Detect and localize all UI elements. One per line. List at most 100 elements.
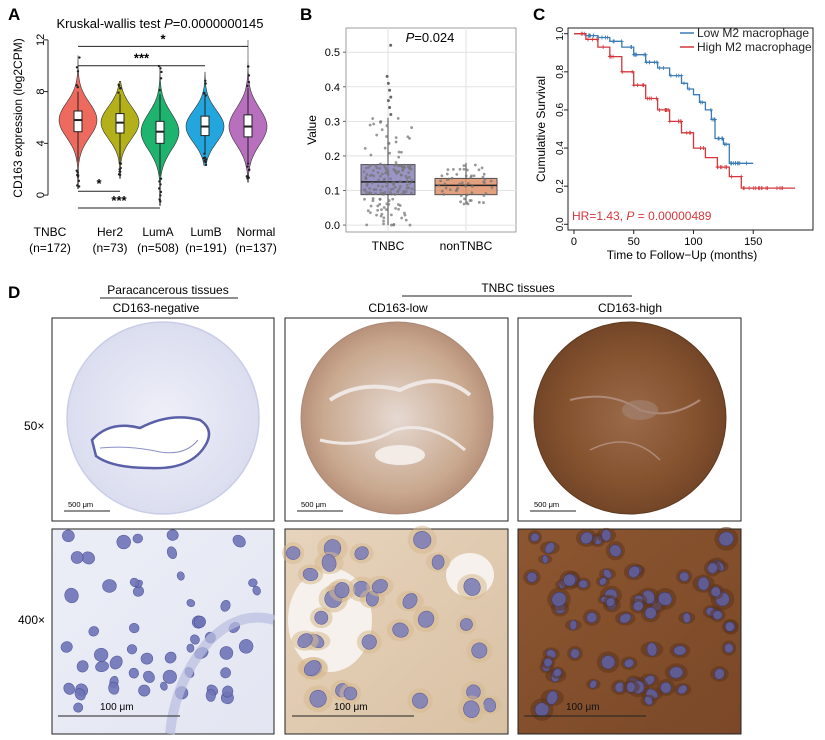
box-point <box>454 189 458 193</box>
box-point <box>372 174 376 178</box>
panel-c-xlabel: Time to Follow−Up (months) <box>607 248 758 262</box>
box-point <box>472 174 476 178</box>
panel-c-ytick-label: 0.0 <box>555 217 566 231</box>
panel-a-xlabels: TNBC (n=172) Her2 (n=73) LumA (n=508) LumB (n=1… <box>29 225 277 255</box>
box-point <box>386 169 390 173</box>
box-point <box>440 189 444 193</box>
micrograph-low-50x: 500 μm <box>284 317 509 522</box>
box-point <box>400 192 404 196</box>
box-point <box>370 173 374 177</box>
box-point <box>458 182 461 186</box>
box-point <box>410 179 414 182</box>
box-point <box>376 171 380 175</box>
col-label-high: CD163-high <box>598 301 662 315</box>
panel-b-p-value: =0.024 <box>414 30 454 45</box>
panel-b-label: B <box>300 5 312 24</box>
violin-outlier <box>77 179 81 183</box>
box-point <box>381 185 384 188</box>
box-point <box>379 188 383 192</box>
box-point <box>443 182 447 186</box>
panel-c-hr-p: P <box>626 209 634 223</box>
censor-mark <box>654 60 659 65</box>
panel-c-hr-label: HR=1.43, <box>572 209 626 223</box>
box-outlier <box>386 99 390 103</box>
box-point <box>378 202 382 206</box>
censor-mark <box>647 96 652 101</box>
panel-c-hr-p-value: = 0.00000489 <box>634 209 711 223</box>
violin-outlier <box>203 91 206 95</box>
box-point <box>399 150 403 154</box>
violin-outlier <box>78 56 81 59</box>
significance-mark: * <box>96 176 102 191</box>
box-point <box>465 168 469 172</box>
box-point <box>466 182 470 185</box>
box-point <box>365 184 369 187</box>
panel-d: D Paracancerous tissues TNBC tissues CD1… <box>8 281 742 735</box>
panel-a-xtick-name: Normal <box>237 225 276 239</box>
censor-mark <box>742 186 747 191</box>
censor-mark <box>631 83 636 88</box>
box-point <box>483 177 487 181</box>
box-point <box>385 181 389 185</box>
violin-outlier <box>117 91 120 94</box>
box-point <box>374 188 378 191</box>
box-point <box>396 164 400 168</box>
violin-outlier <box>118 173 122 177</box>
box-point <box>451 168 455 171</box>
box-point <box>445 178 449 182</box>
box-point <box>462 167 466 171</box>
panel-a-ylabel: CD163 expression (log2CPM) <box>11 38 25 197</box>
scale-label-high-50x: 500 μm <box>534 500 559 509</box>
violin-outlier <box>204 163 208 167</box>
scale-label-high-400x: 100 μm <box>566 702 600 713</box>
violin-outlier <box>246 84 249 88</box>
panel-c-lines <box>574 31 796 191</box>
panel-c-ylabel: Cumulative Survival <box>534 76 548 182</box>
box-point <box>403 213 407 217</box>
censor-mark <box>609 54 614 59</box>
box-point <box>440 174 444 178</box>
censor-mark <box>647 60 652 65</box>
panel-c-ytick-label: 0.6 <box>555 103 566 117</box>
box-point <box>398 164 402 167</box>
panel-b-p: P <box>406 30 415 45</box>
box-point <box>484 192 488 195</box>
violin-outlier <box>159 77 163 80</box>
box-point <box>368 187 372 190</box>
scale-label-neg-50x: 500 μm <box>68 500 93 509</box>
panel-b-xtick-label: nonTNBC <box>440 239 493 253</box>
violin-outlier <box>246 165 249 168</box>
box-point <box>382 216 386 220</box>
box-point <box>365 223 369 227</box>
panel-c-hr: HR=1.43, P = 0.00000489 <box>572 209 712 223</box>
box-point <box>393 164 397 167</box>
scale-label-neg-400x: 100 μm <box>100 702 134 713</box>
panel-b-ytick-label: 0.0 <box>325 220 340 232</box>
violin-outlier <box>203 159 206 163</box>
box-point <box>376 184 380 188</box>
box-point <box>404 190 408 194</box>
censor-mark <box>729 174 734 179</box>
box-point <box>462 164 466 168</box>
significance-mark: *** <box>111 193 127 208</box>
box-point <box>377 178 381 182</box>
panel-a: A Kruskal-wallis test P=0.0000000145 CD1… <box>8 5 277 255</box>
box-point <box>394 136 398 140</box>
box-point <box>437 183 441 187</box>
box-point <box>398 179 402 183</box>
box-point <box>387 202 391 206</box>
box-point <box>362 170 366 174</box>
censor-mark <box>716 136 721 141</box>
violin-outlier <box>247 74 251 77</box>
box-point <box>384 171 387 175</box>
censor-mark <box>739 174 744 179</box>
box-point <box>369 153 373 157</box>
censor-mark <box>687 86 692 91</box>
censor-mark <box>611 39 616 44</box>
box-point <box>385 124 389 128</box>
censor-mark <box>753 186 758 191</box>
box-point <box>401 168 405 172</box>
box-point <box>448 188 452 192</box>
box-point <box>396 116 400 120</box>
